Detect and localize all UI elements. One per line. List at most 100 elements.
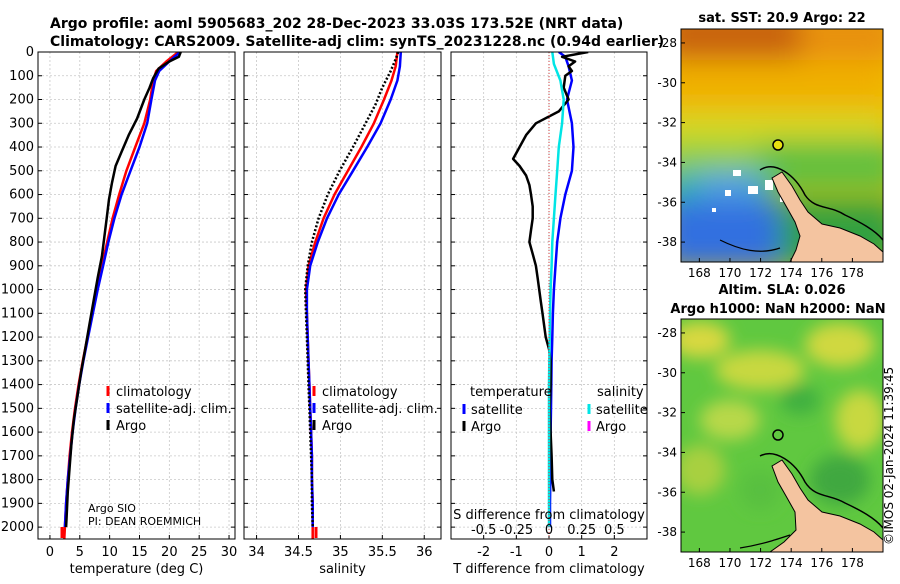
map-lon-label: 178 — [841, 266, 864, 280]
sst-map — [681, 29, 883, 262]
temperature-legend-label: climatology — [116, 385, 192, 400]
sla-land — [769, 459, 883, 552]
temperature-xtick-label: 10 — [101, 545, 118, 560]
map-lon-label: 174 — [780, 556, 803, 570]
depth-tick-label: 600 — [9, 188, 34, 203]
difference-legend-label: Argo — [471, 420, 501, 435]
difference-legend-label: Argo — [596, 420, 626, 435]
map-lon-label: 178 — [841, 556, 864, 570]
differences-series-salinity-satellite — [547, 52, 565, 528]
s-difference-tick-label: 0.25 — [567, 523, 596, 538]
depth-tick-label: 1000 — [1, 283, 34, 298]
map-lat-label: -36 — [657, 485, 677, 499]
sst-land — [771, 171, 883, 262]
timestamp: ©IMOS 02-Jan-2024 11:39:45 — [882, 367, 896, 545]
map-lon-label: 168 — [688, 266, 711, 280]
s-difference-axis-label: S difference from climatology — [453, 508, 645, 523]
map-lon-label: 170 — [719, 556, 742, 570]
salinity-xtick-label: 34.5 — [284, 545, 313, 560]
salinity-xtick-label: 35 — [332, 545, 349, 560]
depth-tick-label: 1700 — [1, 449, 34, 464]
differences-xtick-label: 0 — [545, 545, 553, 560]
map-lat-label: -38 — [657, 235, 677, 249]
depth-tick-label: 400 — [9, 140, 34, 155]
depth-tick-label: 2000 — [1, 520, 34, 535]
salinity-panel: 34 34.5 35 35.5 36 salinity climatology satelli… — [243, 51, 442, 577]
figure-title-line1: Argo profile: aoml 5905683_202 28-Dec-20… — [50, 16, 623, 32]
sla-map-title-line1: Altim. SLA: 0.026 — [719, 283, 846, 298]
temperature-xtick-label: 25 — [191, 545, 208, 560]
map-lon-label: 170 — [719, 266, 742, 280]
s-difference-tick-label: 0.5 — [604, 523, 625, 538]
salinity-series-group — [303, 52, 403, 539]
depth-tick-label: 800 — [9, 235, 34, 250]
depth-tick-label: 900 — [9, 259, 34, 274]
sla-map-axes: 168 170 172 174 176 178 -28 -30 -32 -34 -36 -38 — [657, 326, 863, 570]
map-lon-label: 172 — [749, 556, 772, 570]
differences-xtick-label: -2 — [477, 545, 490, 560]
temperature-series-climatology — [63, 52, 180, 539]
depth-tick-label: 1500 — [1, 401, 34, 416]
differences-xtick-label: -1 — [510, 545, 523, 560]
depth-tick-label: 200 — [9, 93, 34, 108]
difference-panel: -2 -1 0 1 2 T difference from climatology temp… — [450, 51, 648, 577]
salinity-xtick-label: 36 — [416, 545, 433, 560]
map-lon-label: 176 — [810, 266, 833, 280]
s-difference-tick-label: -0.5 — [471, 523, 496, 538]
salinity-xtick-label: 35.5 — [368, 545, 397, 560]
temperature-xlabel: temperature (deg C) — [70, 562, 204, 577]
temperature-xtick-label: 20 — [161, 545, 178, 560]
sst-contour — [759, 166, 883, 241]
differences-series-group — [511, 52, 589, 539]
salinity-xtick-label: 34 — [248, 545, 265, 560]
depth-tick-label: 1800 — [1, 473, 34, 488]
map-lat-label: -32 — [657, 116, 677, 130]
map-lat-label: -30 — [657, 76, 677, 90]
map-lat-label: -36 — [657, 195, 677, 209]
depth-tick-label: 1900 — [1, 496, 34, 511]
depth-tick-label: 1600 — [1, 425, 34, 440]
map-lon-label: 174 — [780, 266, 803, 280]
credit-institution: Argo SIO — [88, 502, 136, 515]
map-lat-label: -38 — [657, 525, 677, 539]
salinity-series-climatology — [304, 52, 399, 539]
salinity-legend-label: Argo — [322, 419, 352, 434]
differences-xlabel: T difference from climatology — [452, 562, 645, 577]
differences-frame — [450, 51, 648, 540]
map-lat-label: -34 — [657, 155, 677, 169]
depth-tick-label: 100 — [9, 69, 34, 84]
depth-tick-label: 0 — [26, 45, 34, 60]
temperature-panel: 0 5 10 15 20 25 300100200300400500600700800900… — [1, 45, 237, 577]
credit-pi: PI: DEAN ROEMMICH — [88, 515, 201, 528]
temperature-legend-label: Argo — [116, 419, 146, 434]
temperature-xtick-label: 30 — [221, 545, 238, 560]
difference-legend-label: satellite — [596, 403, 648, 418]
sla-map — [681, 319, 883, 552]
depth-tick-label: 300 — [9, 116, 34, 131]
temperature-series-argo — [64, 52, 182, 528]
temperature-legend-label: satellite-adj. clim. — [116, 402, 232, 417]
map-lat-label: -32 — [657, 406, 677, 420]
map-lat-label: -30 — [657, 366, 677, 380]
s-difference-tick-label: 0 — [545, 523, 553, 538]
differences-xtick-label: 2 — [610, 545, 618, 560]
map-lat-label: -28 — [657, 36, 677, 50]
map-lon-label: 172 — [749, 266, 772, 280]
salinity-series-argo — [303, 52, 400, 528]
map-lon-label: 176 — [810, 556, 833, 570]
map-lon-label: 168 — [688, 556, 711, 570]
temperature-xtick-label: 0 — [46, 545, 54, 560]
depth-tick-label: 1100 — [1, 306, 34, 321]
salinity-series-satellite-adj-clim- — [305, 52, 403, 528]
differences-series-temperature-argo — [511, 52, 589, 492]
sla-argo-position-marker — [772, 429, 784, 441]
salinity-legend-label: climatology — [322, 385, 398, 400]
salinity-legend-title: salinity — [597, 385, 644, 400]
map-lat-label: -34 — [657, 445, 677, 459]
figure-title-line2: Climatology: CARS2009. Satellite-adj cli… — [50, 34, 664, 50]
sst-map-title: sat. SST: 20.9 Argo: 22 — [698, 11, 865, 26]
temperature-frame — [37, 51, 236, 540]
depth-tick-label: 1200 — [1, 330, 34, 345]
temperature-series-group — [63, 52, 182, 539]
